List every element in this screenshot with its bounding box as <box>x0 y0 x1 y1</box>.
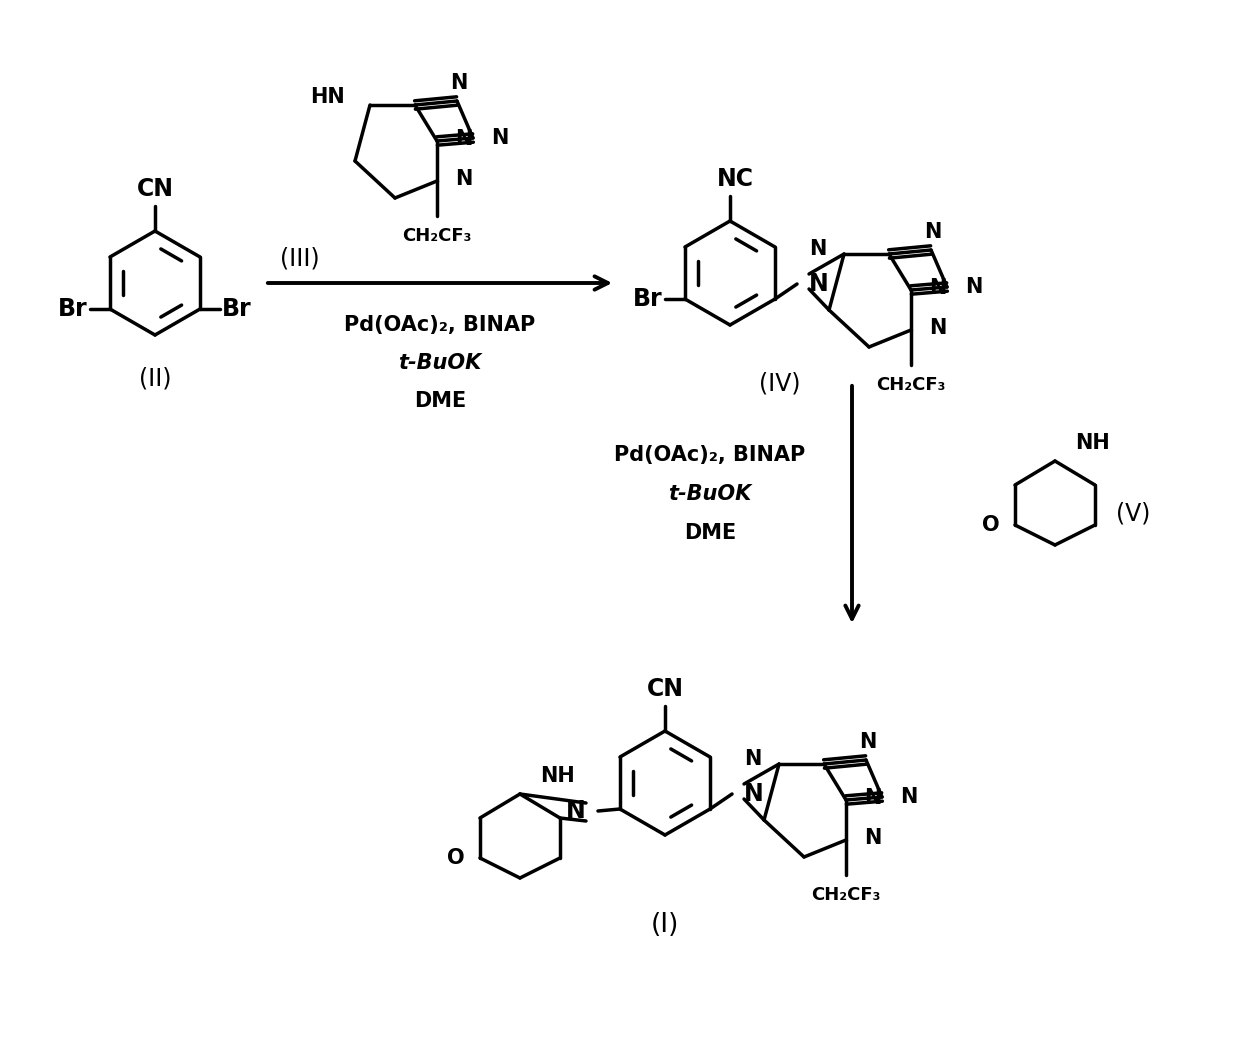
Text: CH₂CF₃: CH₂CF₃ <box>402 227 471 245</box>
Text: N: N <box>864 788 882 808</box>
Text: Pd(OAc)₂, BINAP: Pd(OAc)₂, BINAP <box>345 315 536 335</box>
Text: DME: DME <box>414 391 466 411</box>
Text: N: N <box>808 272 828 296</box>
Text: N: N <box>924 222 941 242</box>
Text: Br: Br <box>634 286 663 311</box>
Text: N: N <box>864 828 882 848</box>
Text: N: N <box>900 787 918 807</box>
Text: DME: DME <box>684 522 737 543</box>
Text: Br: Br <box>222 297 252 321</box>
Text: CN: CN <box>136 177 174 201</box>
Text: (V): (V) <box>1116 501 1151 525</box>
Text: N: N <box>808 239 826 260</box>
Text: CN: CN <box>646 677 683 701</box>
Text: O: O <box>982 515 999 535</box>
Text: N: N <box>567 799 587 823</box>
Text: N: N <box>859 732 877 752</box>
Text: Pd(OAc)₂, BINAP: Pd(OAc)₂, BINAP <box>614 444 806 464</box>
Text: N: N <box>929 318 946 338</box>
Text: HN: HN <box>310 87 345 107</box>
Text: (III): (III) <box>280 246 320 270</box>
Text: t-BuOK: t-BuOK <box>398 353 481 373</box>
Text: t-BuOK: t-BuOK <box>668 485 751 504</box>
Text: (IV): (IV) <box>759 371 801 395</box>
Text: (I): (I) <box>651 912 680 938</box>
Text: NH: NH <box>1075 433 1110 453</box>
Text: NC: NC <box>717 167 754 191</box>
Text: N: N <box>455 129 472 149</box>
Text: CH₂CF₃: CH₂CF₃ <box>877 376 946 394</box>
Text: N: N <box>450 73 467 93</box>
Text: O: O <box>448 848 465 868</box>
Text: N: N <box>491 128 508 148</box>
Text: N: N <box>744 749 761 769</box>
Text: N: N <box>929 278 946 298</box>
Text: N: N <box>744 782 764 805</box>
Text: (II): (II) <box>139 366 171 390</box>
Text: Br: Br <box>58 297 88 321</box>
Text: N: N <box>455 169 472 189</box>
Text: NH: NH <box>539 766 574 786</box>
Text: CH₂CF₃: CH₂CF₃ <box>811 886 880 904</box>
Text: N: N <box>965 277 982 297</box>
